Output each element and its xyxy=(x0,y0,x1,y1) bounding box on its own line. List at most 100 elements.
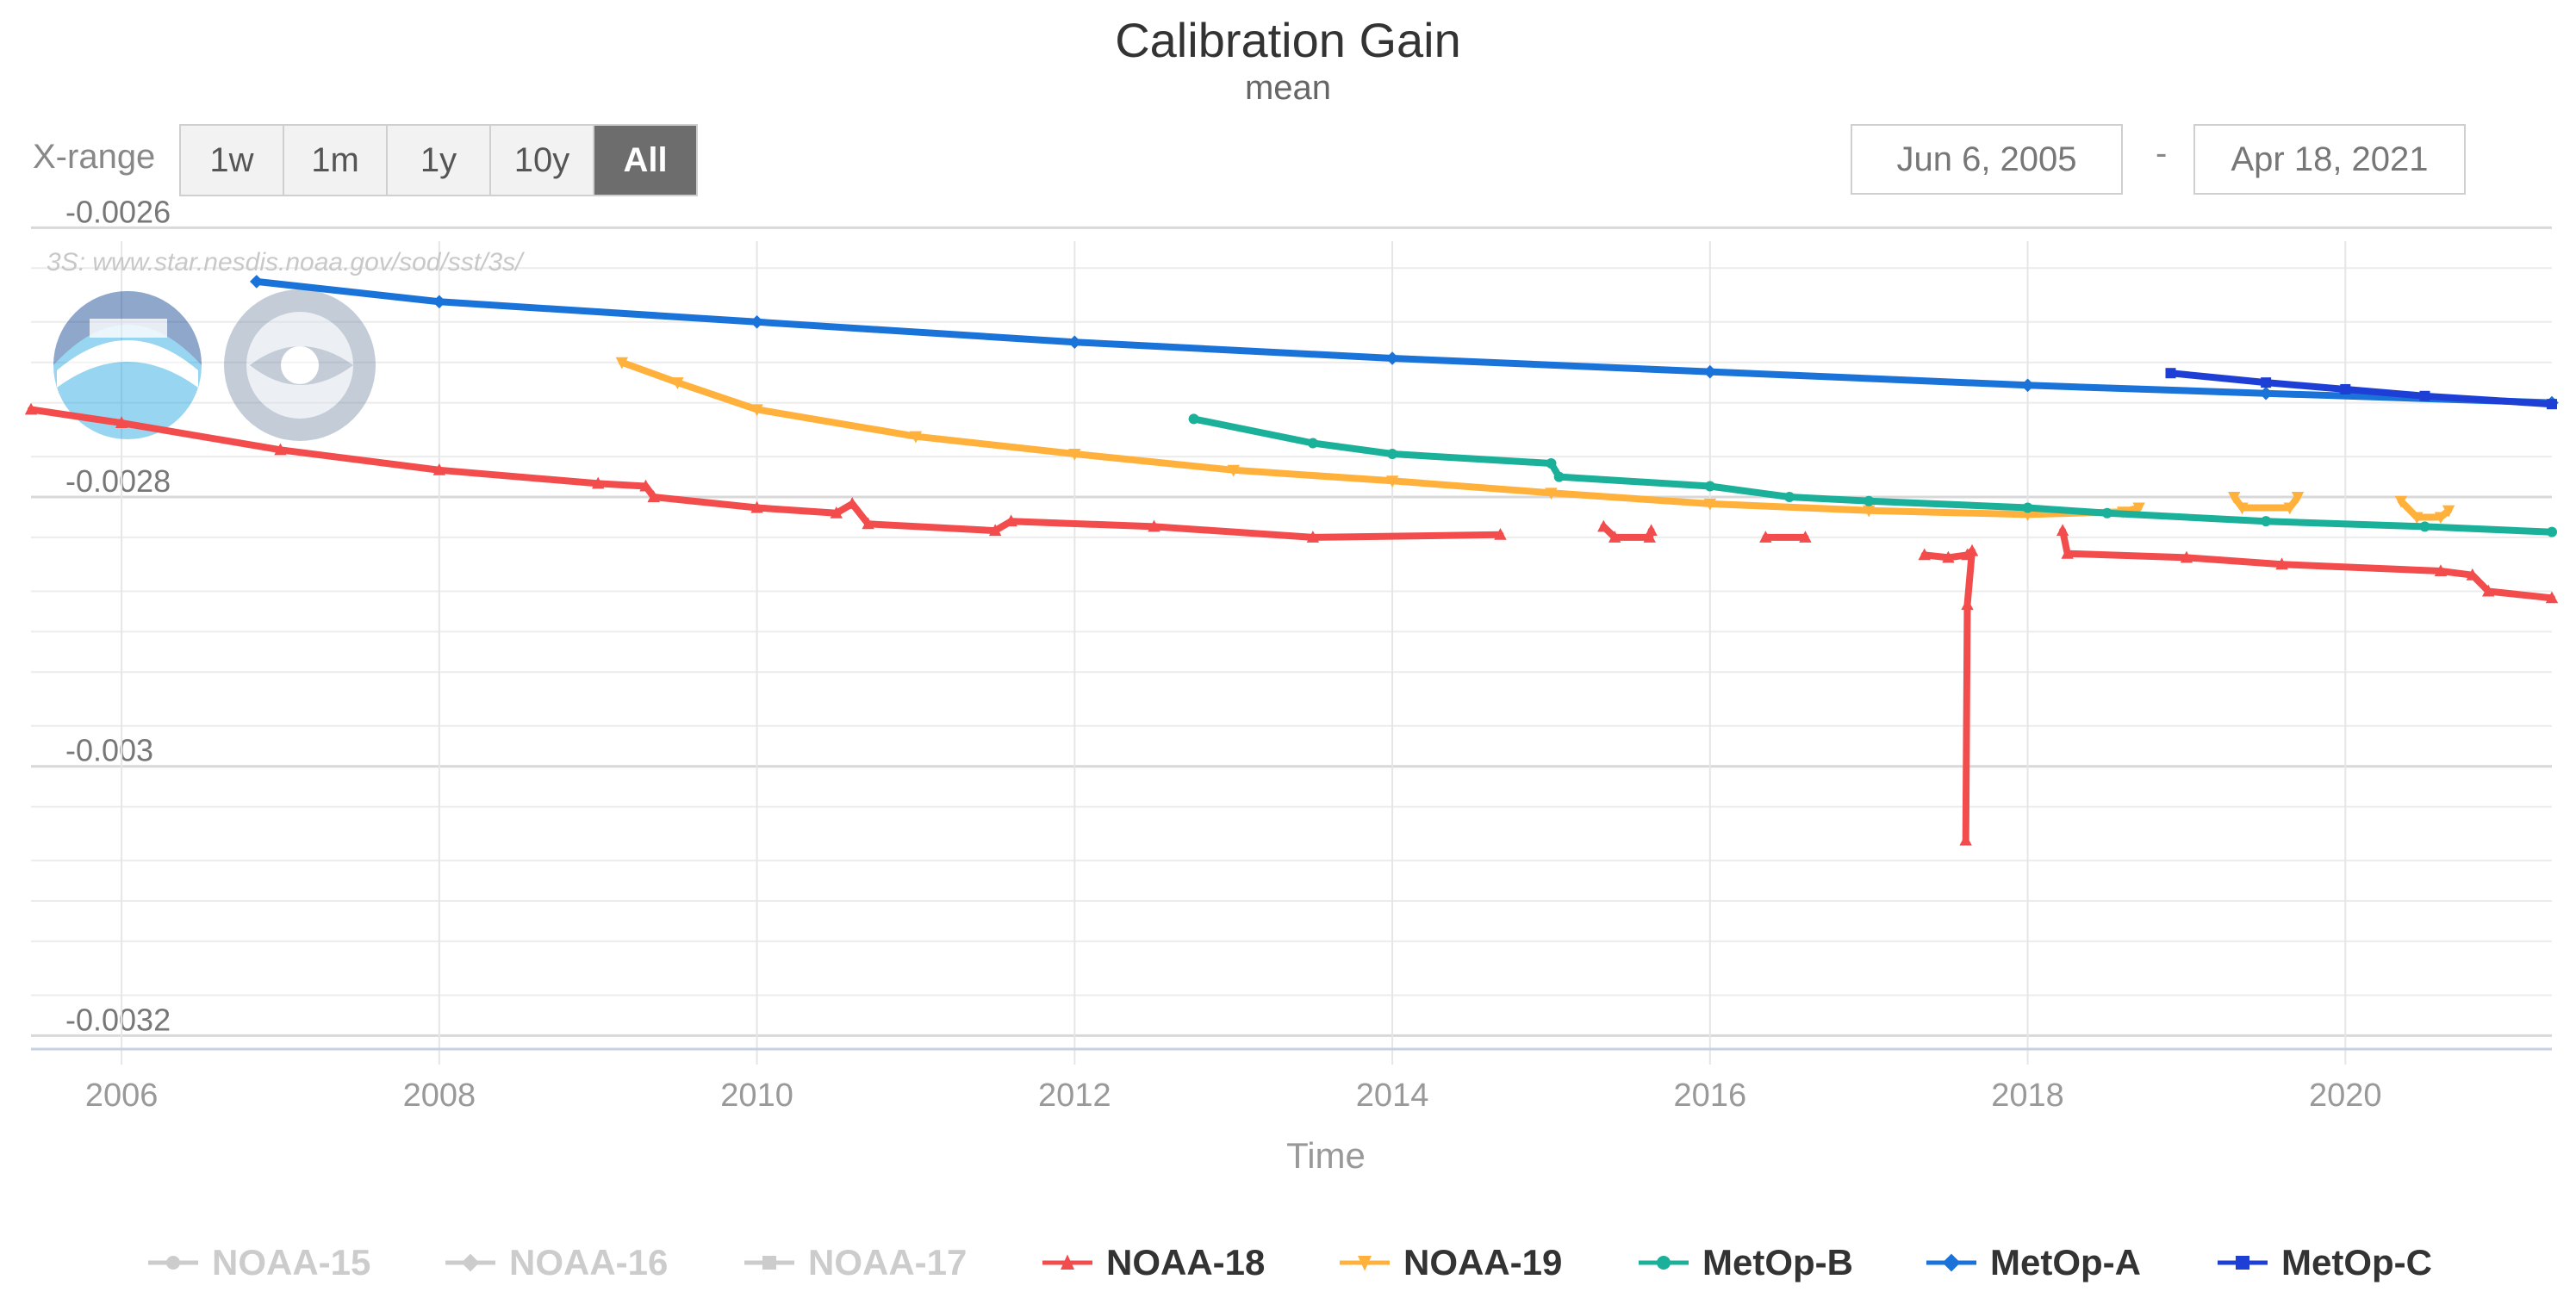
x-tick-label: 2020 xyxy=(2309,1078,2382,1114)
data-point-noaa-19 xyxy=(2442,505,2455,518)
series-line-noaa-18[interactable] xyxy=(2059,527,2555,602)
data-point-noaa-18 xyxy=(2482,584,2495,597)
data-point-noaa-18 xyxy=(1597,519,1610,532)
legend-item-noaa-17[interactable]: NOAA-17 xyxy=(743,1237,967,1289)
data-point-metop-a xyxy=(1703,364,1717,379)
data-point-noaa-18 xyxy=(647,490,660,503)
legend-item-metop-c[interactable]: MetOp-C xyxy=(2216,1237,2432,1289)
legend-symbol-metop-b xyxy=(1639,1256,1689,1270)
data-point-metop-b xyxy=(1307,438,1318,449)
legend-symbol-metop-c xyxy=(2218,1256,2268,1270)
x-axis-title: Time xyxy=(1286,1135,1366,1176)
data-point-noaa-19 xyxy=(2228,492,2241,504)
data-point-noaa-18 xyxy=(1005,514,1017,527)
data-point-noaa-19 xyxy=(1703,498,1717,511)
legend-symbol-noaa-17 xyxy=(744,1256,794,1270)
legend-item-noaa-15[interactable]: NOAA-15 xyxy=(146,1237,370,1289)
date-from-input[interactable]: Jun 6, 2005 xyxy=(1851,124,2123,195)
data-point-noaa-18 xyxy=(432,463,446,475)
legend-symbol-noaa-15 xyxy=(148,1256,198,1270)
data-point-noaa-19 xyxy=(750,404,763,417)
data-point-metop-b xyxy=(1784,492,1795,503)
legend-item-noaa-18[interactable]: NOAA-18 xyxy=(1041,1237,1265,1289)
y-tick-label: -0.0032 xyxy=(65,1002,171,1037)
data-point-noaa-18 xyxy=(846,497,859,509)
data-point-noaa-18 xyxy=(1608,531,1621,543)
x-tick-label: 2018 xyxy=(1991,1078,2064,1114)
legend-symbol-noaa-19 xyxy=(1340,1256,1390,1271)
data-point-noaa-18 xyxy=(1799,531,1812,543)
data-point-metop-b xyxy=(2419,521,2430,532)
y-tick-label: -0.0026 xyxy=(65,194,171,229)
data-point-noaa-19 xyxy=(2411,512,2424,525)
data-point-noaa-18 xyxy=(1759,531,1772,543)
series-line-noaa-18[interactable] xyxy=(28,406,1504,541)
nesdis-logo xyxy=(224,289,376,441)
legend-item-metop-b[interactable]: MetOp-B xyxy=(1637,1237,1853,1289)
x-range-label: X-range xyxy=(33,138,156,176)
data-point-noaa-19 xyxy=(2291,492,2305,504)
data-point-noaa-18 xyxy=(274,443,287,456)
data-point-noaa-18 xyxy=(1148,519,1160,532)
data-point-noaa-18 xyxy=(862,517,874,530)
series-line-noaa-19[interactable] xyxy=(2231,494,2301,512)
legend-label: NOAA-17 xyxy=(808,1242,968,1282)
data-point-metop-b xyxy=(2261,516,2272,527)
data-point-metop-a xyxy=(432,295,446,309)
range-button-1w[interactable]: 1w xyxy=(181,126,284,195)
data-point-noaa-19 xyxy=(2283,502,2296,515)
data-point-noaa-19 xyxy=(1862,505,1876,518)
x-range-selector: 1w 1m 1y 10y All xyxy=(179,124,698,196)
noaa-logo xyxy=(53,291,202,439)
data-point-noaa-18 xyxy=(1494,528,1507,540)
data-point-noaa-18 xyxy=(750,500,763,513)
data-point-metop-b xyxy=(2101,507,2112,519)
data-point-noaa-19 xyxy=(2394,495,2408,508)
data-point-metop-b xyxy=(1188,413,1199,425)
data-point-noaa-18 xyxy=(2275,557,2288,570)
data-point-noaa-18 xyxy=(2545,591,2559,604)
data-point-noaa-18 xyxy=(1918,548,1931,561)
data-point-noaa-19 xyxy=(1385,475,1399,488)
chart-subtitle: mean xyxy=(1244,69,1332,107)
data-point-metop-b xyxy=(2547,526,2557,537)
legend-item-noaa-19[interactable]: NOAA-19 xyxy=(1338,1237,1562,1289)
data-point-noaa-18 xyxy=(2061,546,2074,559)
chart-title: Calibration Gain xyxy=(1115,13,1461,67)
data-point-metop-a xyxy=(1385,351,1399,365)
range-button-all[interactable]: All xyxy=(594,126,696,195)
data-point-noaa-19 xyxy=(671,377,684,389)
range-button-1m[interactable]: 1m xyxy=(284,126,388,195)
legend-label: MetOp-B xyxy=(1702,1242,1853,1282)
data-point-noaa-19 xyxy=(2434,512,2448,525)
data-point-metop-c xyxy=(2261,377,2272,388)
data-point-metop-c xyxy=(2419,390,2430,401)
data-point-metop-b xyxy=(1553,471,1565,482)
legend-symbol-metop-a xyxy=(1926,1253,1976,1272)
data-point-metop-a xyxy=(2259,386,2273,401)
data-point-noaa-19 xyxy=(1545,488,1558,500)
chart-canvas[interactable]: -0.0026 -0.0028 -0.003 -0.0032 2006 2008 2010 2… xyxy=(0,0,2576,1232)
legend-symbol-noaa-16 xyxy=(445,1253,495,1272)
range-button-10y[interactable]: 10y xyxy=(491,126,594,195)
chart-legend: NOAA-15 NOAA-16 NOAA-17 NOAA-18 NOAA-19 MetOp… xyxy=(0,1237,2576,1289)
data-point-metop-b xyxy=(1546,457,1557,469)
x-tick-label: 2012 xyxy=(1038,1078,1111,1114)
legend-label: MetOp-A xyxy=(1990,1242,2141,1282)
date-to-input[interactable]: Apr 18, 2021 xyxy=(2193,124,2466,195)
data-point-noaa-18 xyxy=(1942,550,1955,563)
x-tick-label: 2014 xyxy=(1356,1078,1429,1114)
data-point-noaa-18 xyxy=(1643,531,1656,543)
data-point-noaa-18 xyxy=(639,479,652,492)
data-point-metop-b xyxy=(1387,449,1398,460)
legend-item-metop-a[interactable]: MetOp-A xyxy=(1925,1237,2141,1289)
legend-item-noaa-16[interactable]: NOAA-16 xyxy=(444,1237,668,1289)
data-point-noaa-19 xyxy=(2132,502,2145,515)
data-point-metop-b xyxy=(1864,495,1875,506)
data-point-noaa-18 xyxy=(1645,524,1658,537)
x-tick-label: 2006 xyxy=(85,1078,159,1114)
plot-area xyxy=(31,241,2552,1049)
data-point-metop-c xyxy=(2165,368,2176,379)
data-point-noaa-18 xyxy=(115,416,128,429)
range-button-1y[interactable]: 1y xyxy=(388,126,491,195)
